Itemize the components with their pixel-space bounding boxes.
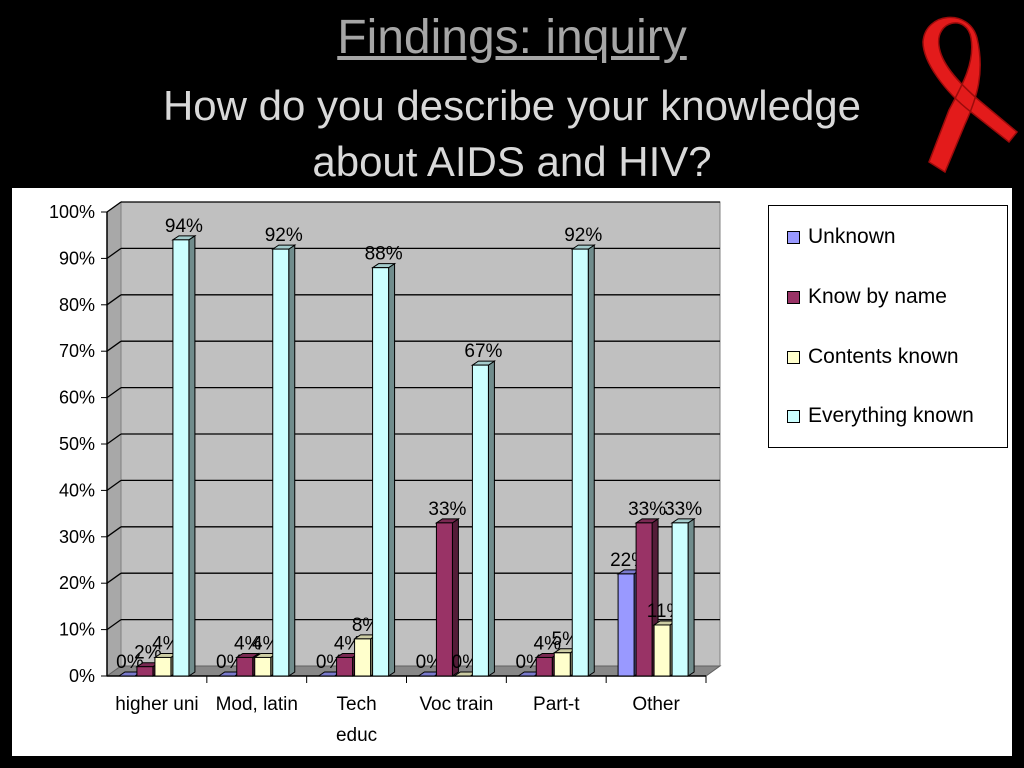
bar-side — [687, 517, 695, 677]
legend-label-contents-known: Contents known — [808, 345, 959, 368]
gridline-side — [106, 294, 122, 306]
bar-side — [288, 244, 296, 677]
bar — [336, 656, 354, 677]
gridline-side — [106, 247, 122, 259]
bar — [236, 656, 254, 677]
x-tick-label: Other — [632, 694, 680, 715]
data-label: 67% — [464, 341, 502, 362]
data-label: 4% — [534, 633, 562, 654]
chart-legend: Unknown Know by name Contents known Ever… — [768, 205, 1008, 448]
y-tick-label: 30% — [59, 527, 95, 547]
slide-subtitle: How do you describe your knowledge about… — [62, 78, 962, 190]
bar — [172, 239, 190, 677]
bar-side — [587, 244, 595, 677]
legend-swatch-everything-known — [787, 409, 800, 423]
data-label: 33% — [428, 499, 466, 520]
subtitle-line-1: How do you describe your knowledge — [162, 82, 862, 129]
bar — [553, 652, 571, 677]
slide-title: Findings: inquiry — [337, 11, 687, 64]
legend-label-unknown: Unknown — [808, 225, 896, 248]
bar — [535, 656, 553, 677]
y-tick-label: 20% — [59, 573, 95, 593]
data-label: 33% — [628, 499, 666, 520]
legend-label-know-by-name: Know by name — [808, 285, 947, 308]
y-tick-label: 0% — [69, 666, 95, 686]
bar — [653, 624, 671, 677]
red-ribbon-icon — [922, 16, 1019, 174]
gridline-side — [106, 619, 122, 631]
bar — [354, 638, 372, 677]
gridline-side — [106, 387, 122, 399]
x-tick-label: higher uni — [115, 694, 198, 715]
bar-side — [487, 360, 495, 677]
bar — [136, 666, 154, 677]
y-tick-label: 90% — [59, 248, 95, 268]
bar — [154, 656, 172, 677]
gridline-side — [106, 572, 122, 584]
data-label: 94% — [165, 216, 203, 237]
legend-label-everything-known: Everything known — [808, 404, 974, 427]
y-tick-label: 70% — [59, 341, 95, 361]
y-tick-label: 40% — [59, 480, 95, 500]
legend-swatch-contents-known — [787, 350, 800, 364]
y-tick-label: 10% — [59, 620, 95, 640]
data-label: 92% — [265, 225, 303, 246]
gridline-side — [106, 433, 122, 445]
x-tick-label: Voc train — [419, 694, 493, 715]
bar — [254, 656, 272, 677]
gridline-side — [106, 479, 122, 491]
y-tick-label: 50% — [59, 434, 95, 454]
x-tick-label: Part-t — [533, 694, 580, 715]
bar-side — [188, 234, 196, 677]
data-label: 4% — [234, 633, 262, 654]
y-tick-label: 100% — [49, 202, 95, 222]
data-label: 92% — [564, 225, 602, 246]
subtitle-line-2: about AIDS and HIV? — [312, 138, 712, 185]
legend-swatch-know-by-name — [787, 290, 800, 304]
y-tick-label: 80% — [59, 295, 95, 315]
bar — [571, 248, 589, 677]
gridline-side — [106, 526, 122, 538]
legend-item-everything-known: Everything known — [787, 404, 974, 428]
bar — [372, 267, 390, 677]
legend-item-know-by-name: Know by name — [787, 285, 947, 309]
x-tick-label: educ — [336, 725, 377, 746]
y-tick-label: 60% — [59, 388, 95, 408]
x-tick-label: Tech — [337, 694, 377, 715]
legend-item-contents-known: Contents known — [787, 345, 959, 369]
gridline-side — [106, 201, 122, 213]
gridline-side — [106, 340, 122, 352]
bar-side — [388, 262, 396, 677]
legend-swatch-unknown — [787, 230, 800, 244]
bar — [617, 573, 635, 677]
legend-item-unknown: Unknown — [787, 225, 896, 249]
data-label: 88% — [365, 244, 403, 265]
bar — [635, 522, 653, 677]
x-tick-label: Mod, latin — [216, 694, 298, 715]
data-label: 33% — [664, 499, 702, 520]
bar — [471, 364, 489, 677]
bar — [272, 248, 290, 677]
bar — [671, 522, 689, 677]
bar — [435, 522, 453, 677]
